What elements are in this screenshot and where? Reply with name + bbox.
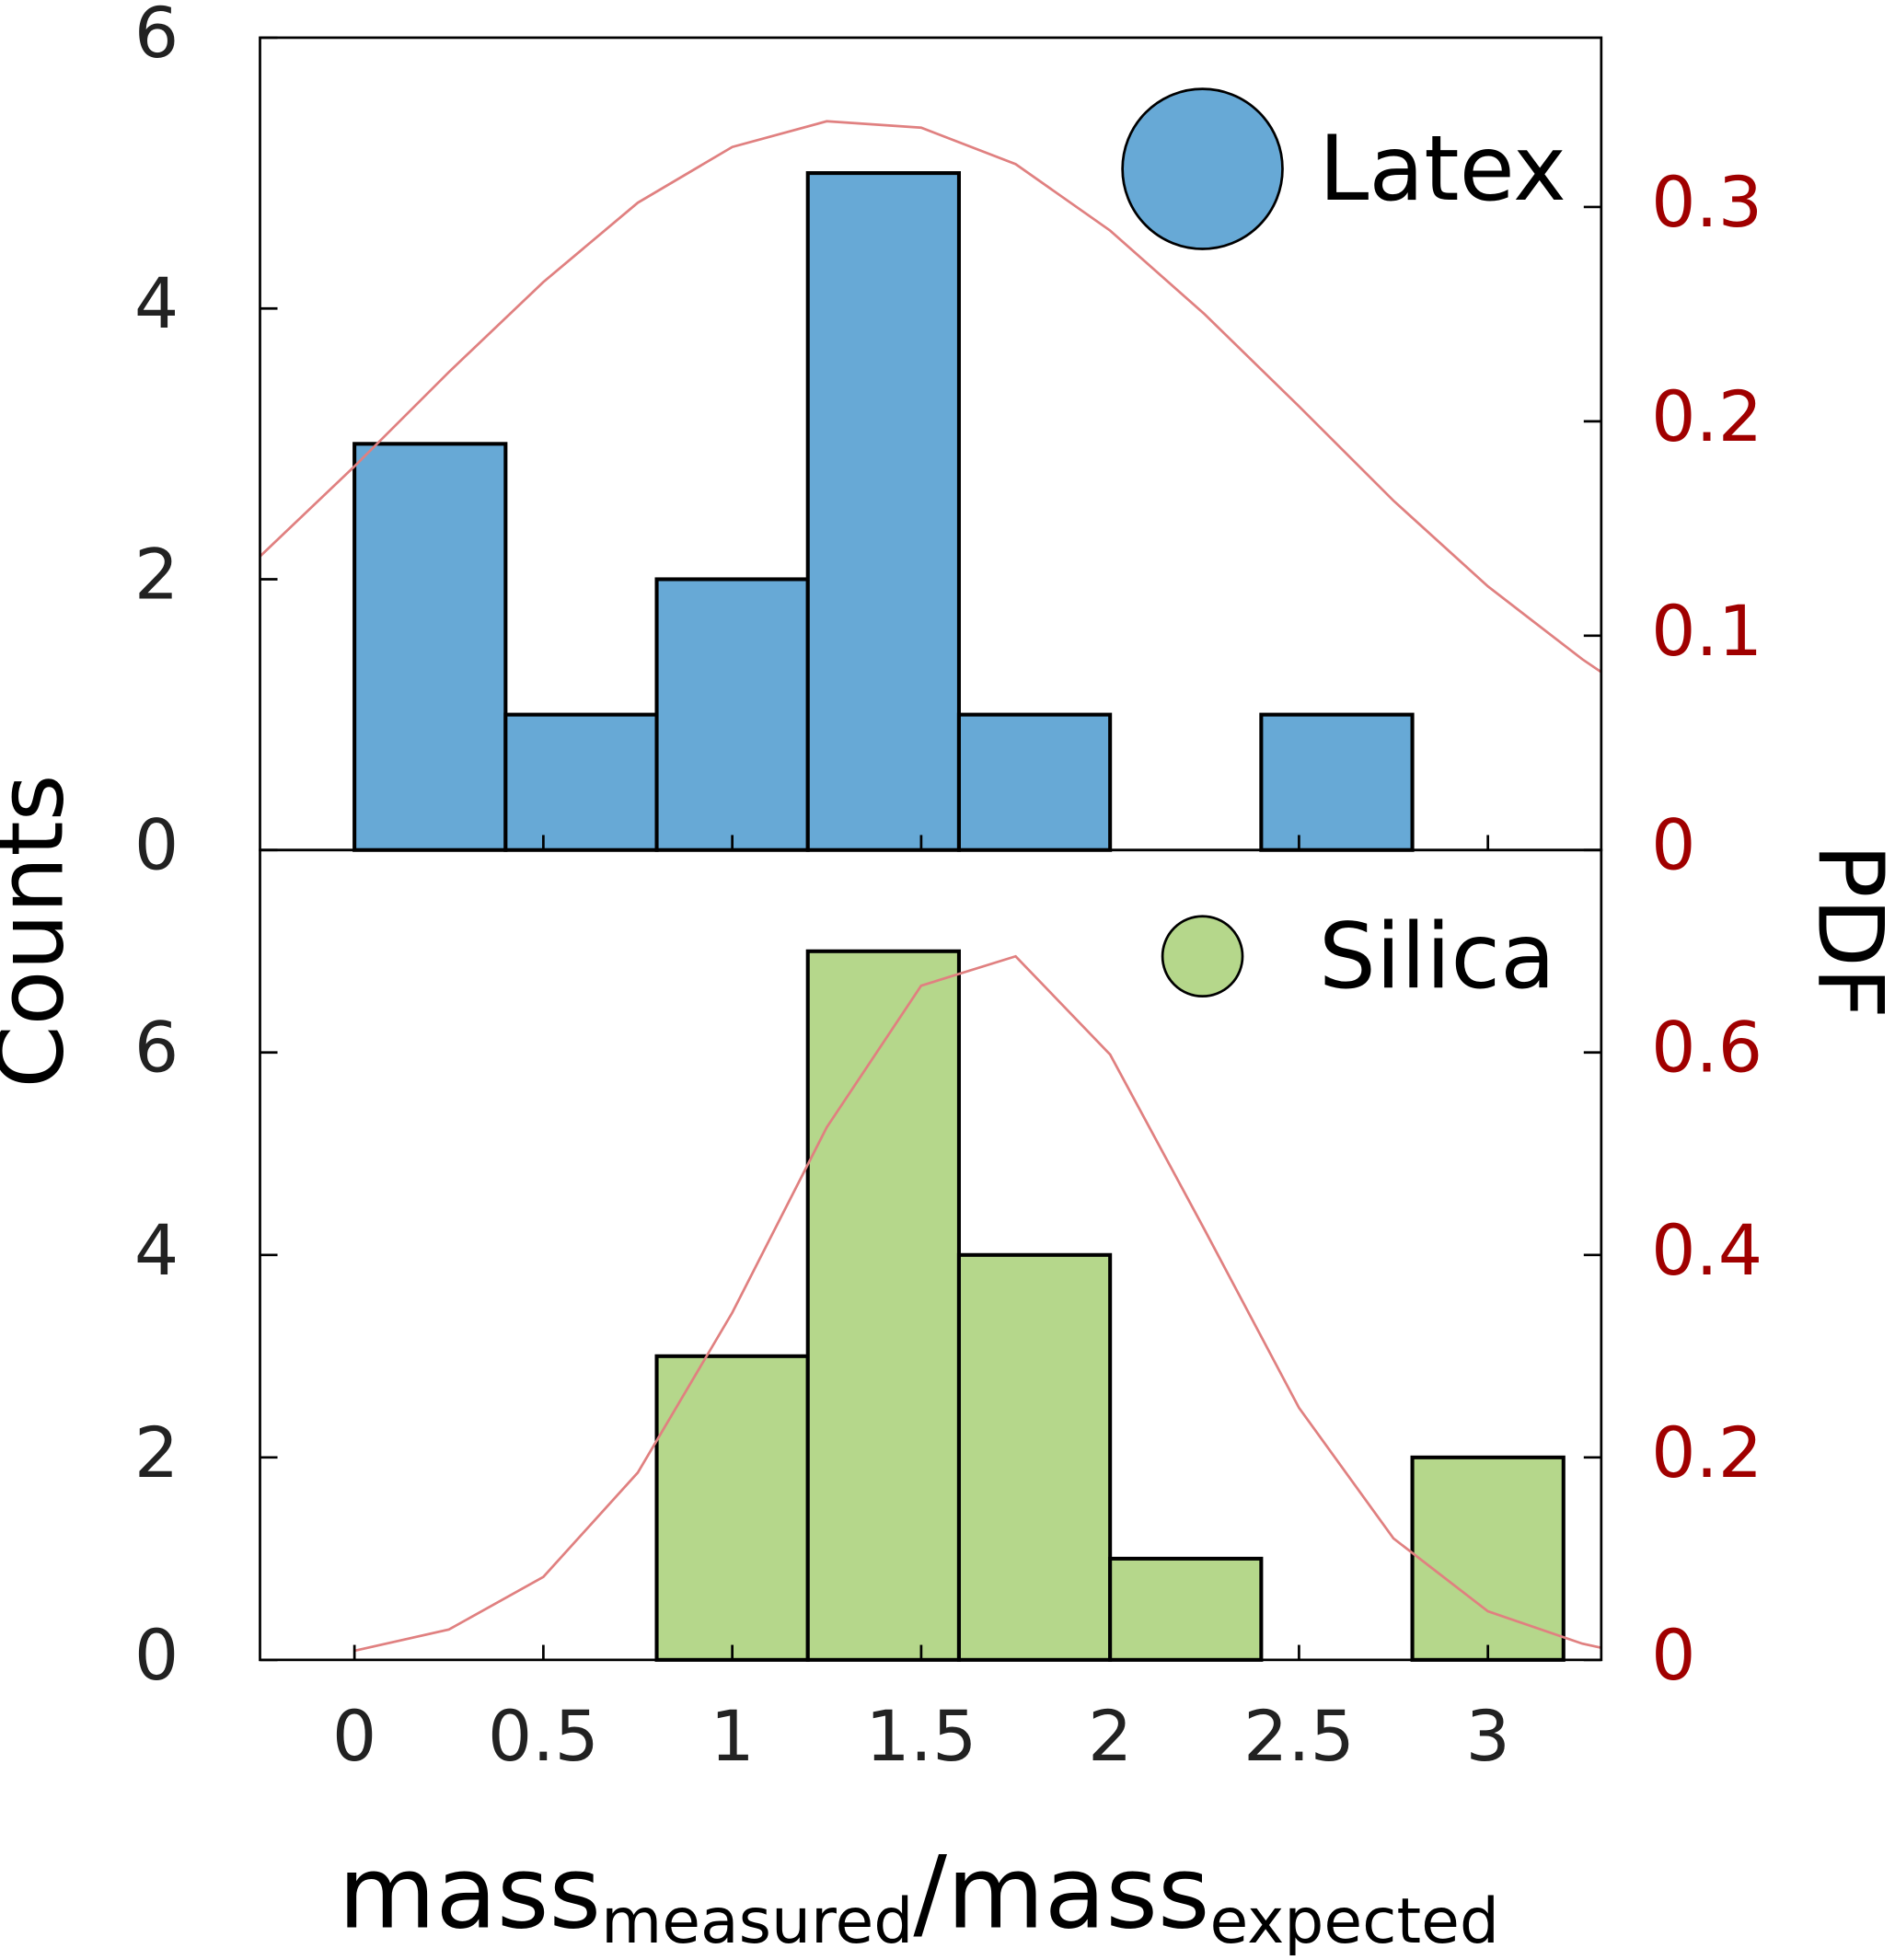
y-tick-label: 2	[134, 533, 179, 615]
pdf-curve	[259, 120, 1602, 674]
y2-tick-label: 0.6	[1651, 1007, 1762, 1089]
bar	[805, 171, 961, 852]
x-tick-label: 3	[1465, 1695, 1509, 1777]
y-tick-label: 0	[134, 1614, 179, 1696]
y-tick-label: 2	[134, 1412, 179, 1493]
y-tick-label: 6	[134, 1007, 179, 1089]
x-tick-label: 0	[332, 1695, 376, 1777]
x-tick-label: 2.5	[1243, 1695, 1355, 1777]
pdf-curve	[353, 954, 1602, 1653]
y2-tick-label: 0.3	[1651, 161, 1762, 243]
bar	[956, 712, 1113, 852]
bar	[352, 442, 508, 852]
bar	[1410, 1455, 1566, 1662]
legend-marker	[1161, 915, 1244, 998]
bar	[654, 577, 810, 852]
y-tick-label: 6	[134, 0, 179, 74]
legend-label: Latex	[1319, 117, 1566, 222]
y-tick-label: 4	[134, 1209, 179, 1291]
bar	[503, 712, 659, 852]
y2-tick-label: 0.4	[1651, 1209, 1762, 1291]
y2-tick-label: 0.2	[1651, 375, 1762, 457]
x-tick-label: 0.5	[488, 1695, 599, 1777]
x-axis-label: massmeasured/massexpected	[339, 1834, 1499, 1957]
y2-axis-label: PDF	[1797, 844, 1895, 1019]
y-tick-label: 0	[134, 804, 179, 886]
x-label-sub: measured	[601, 1885, 913, 1957]
x-tick-label: 2	[1088, 1695, 1132, 1777]
x-label-part: /mass	[913, 1834, 1209, 1951]
bar	[1108, 1556, 1264, 1662]
x-tick-label: 1	[710, 1695, 754, 1777]
bar	[805, 949, 961, 1662]
bar	[956, 1252, 1113, 1662]
y2-tick-label: 0.2	[1651, 1412, 1762, 1493]
y-tick-label: 4	[134, 262, 179, 344]
legend-label: Silica	[1319, 905, 1555, 1009]
y2-tick-label: 0	[1651, 1614, 1695, 1696]
y2-tick-label: 0.1	[1651, 590, 1762, 672]
y-axis-label: Counts	[0, 774, 85, 1088]
legend-marker	[1121, 87, 1284, 250]
x-label-part: mass	[339, 1834, 602, 1951]
bar	[1259, 712, 1415, 852]
x-label-sub: expected	[1210, 1885, 1499, 1957]
y2-tick-label: 0	[1651, 804, 1695, 886]
x-tick-label: 1.5	[865, 1695, 976, 1777]
